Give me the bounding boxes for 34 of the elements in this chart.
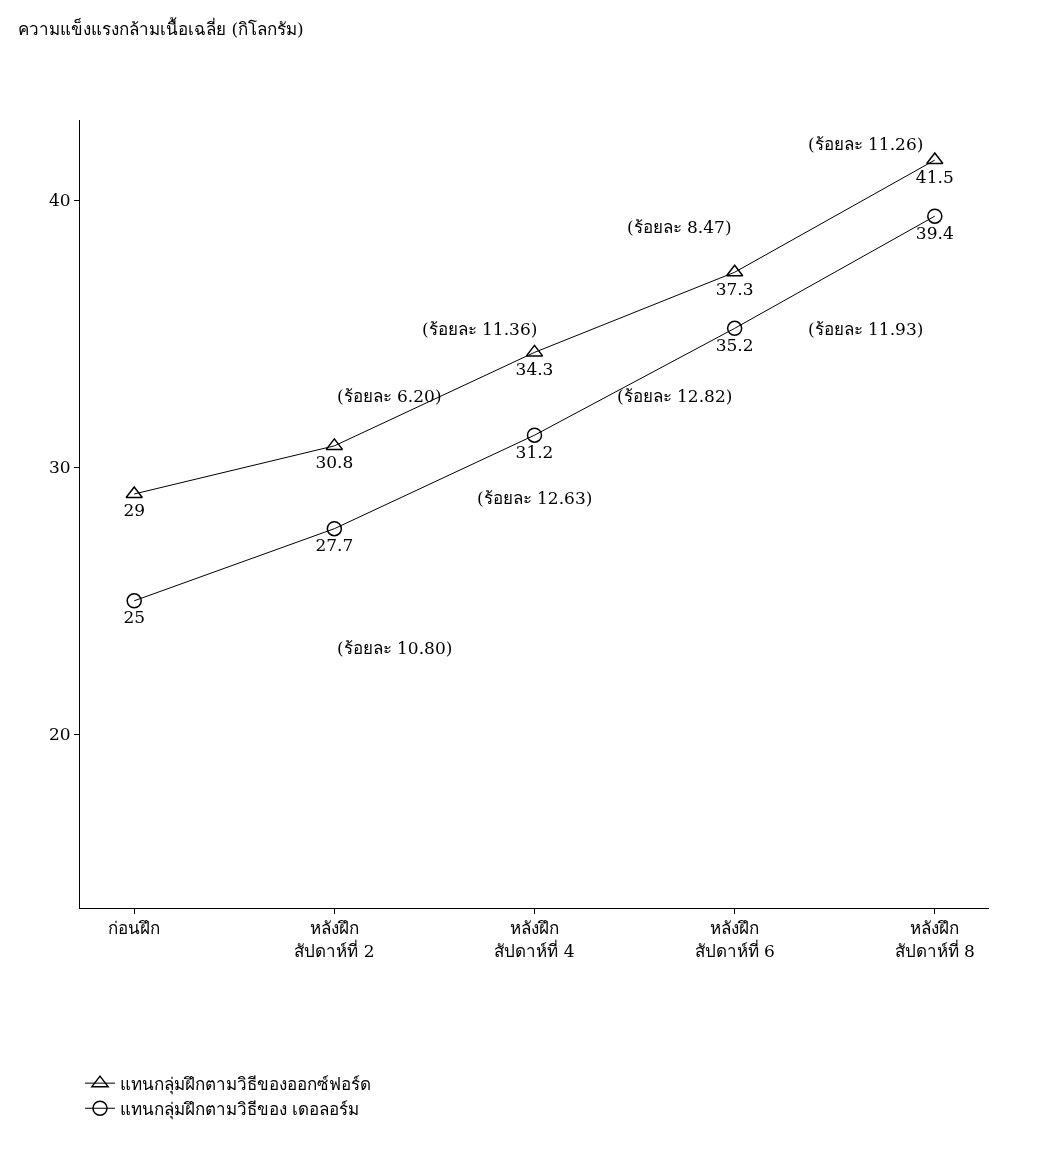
data-label: 30.8 — [315, 452, 354, 473]
y-tick-label: 40 — [48, 190, 71, 211]
legend-label: แทนกลุ่มฝึกตามวิธีของออกซ์ฟอร์ด — [120, 1073, 371, 1095]
x-tick-label: หลังฝึก สัปดาห์ที่ 2 — [294, 918, 375, 961]
data-label: 31.2 — [515, 441, 554, 462]
data-label: 29 — [123, 500, 146, 521]
x-tick-label: หลังฝึก สัปดาห์ที่ 4 — [494, 918, 575, 961]
data-label: 37.3 — [715, 278, 754, 299]
annotation: (ร้อยละ 12.82) — [617, 386, 733, 406]
point — [526, 427, 543, 443]
legend-label: แทนกลุ่มฝึกตามวิธีของ เดอลอร์ม — [120, 1098, 360, 1120]
point — [927, 208, 943, 224]
data-label: 39.4 — [915, 222, 954, 243]
annotation: (ร้อยละ 10.80) — [337, 638, 453, 658]
annotation: (ร้อยละ 11.36) — [422, 319, 538, 339]
x-tick-label: ก่อนฝึก — [108, 918, 161, 939]
data-label: 25 — [123, 607, 146, 628]
annotation: (ร้อยละ 11.93) — [808, 319, 924, 339]
annotation: (ร้อยละ 8.47) — [627, 217, 732, 237]
y-tick-label: 30 — [48, 457, 71, 478]
x-tick-label: หลังฝึก สัปดาห์ที่ 6 — [694, 918, 775, 961]
x-tick-label: หลังฝึก สัปดาห์ที่ 8 — [894, 918, 975, 961]
data-label: 34.3 — [515, 358, 554, 379]
data-label: 41.5 — [915, 166, 954, 187]
data-label: 35.2 — [715, 334, 754, 355]
annotation: (ร้อยละ 11.26) — [808, 134, 924, 154]
point — [126, 593, 142, 609]
y-tick-label: 20 — [48, 724, 71, 745]
y-axis-title: ความแข็งแรงกล้ามเนื้อเฉลี่ย (กิโลกรัม) — [18, 17, 304, 39]
annotation: (ร้อยละ 12.63) — [477, 488, 593, 508]
annotation: (ร้อยละ 6.20) — [337, 386, 442, 406]
data-label: 27.7 — [315, 535, 354, 556]
point — [326, 520, 343, 537]
point — [726, 320, 743, 337]
